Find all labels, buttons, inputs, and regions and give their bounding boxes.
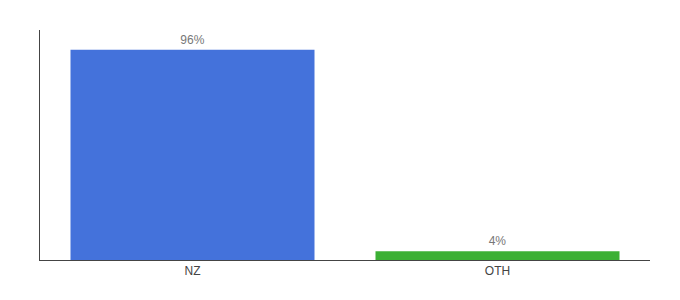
svg-text:OTH: OTH: [485, 264, 510, 278]
svg-text:96%: 96%: [180, 33, 204, 47]
svg-text:NZ: NZ: [185, 264, 201, 278]
svg-text:4%: 4%: [489, 234, 507, 248]
